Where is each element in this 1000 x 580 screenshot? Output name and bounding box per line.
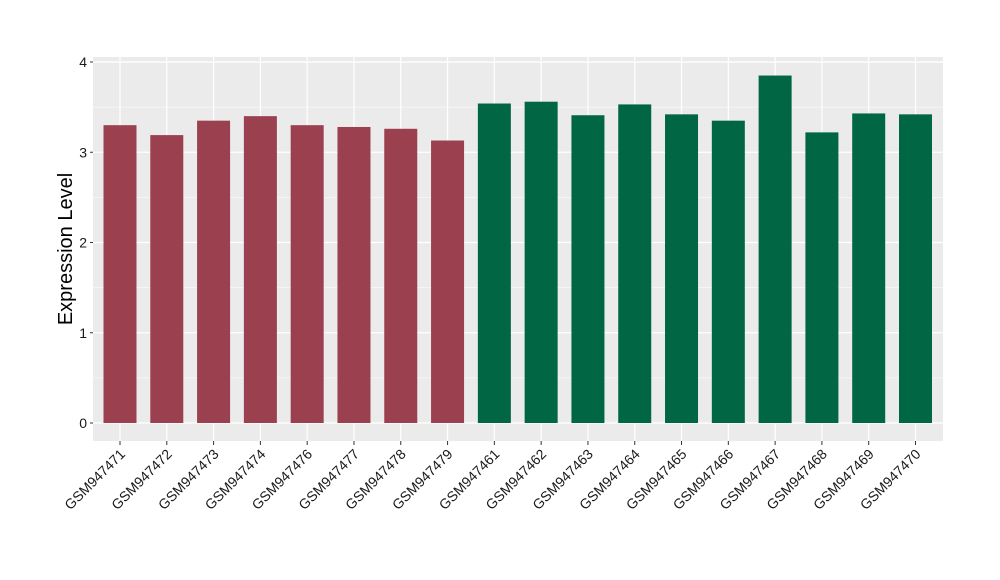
y-tick-label: 1 [79,325,87,341]
y-axis-title: Expression Level [55,173,77,325]
bar-GSM947479 [431,140,465,423]
plot-panel [93,57,943,441]
bar-GSM947472 [150,135,184,424]
y-axis: 0 1 2 3 4 [79,54,93,431]
bar-GSM947471 [103,125,137,424]
bar-GSM947474 [243,116,277,424]
y-tick-label: 3 [79,144,87,160]
bar-GSM947466 [711,120,745,423]
bar-GSM947477 [337,126,371,423]
bars [103,75,932,424]
bar-GSM947462 [524,101,558,424]
bar-GSM947467 [758,75,792,423]
y-tick-label: 0 [79,415,87,431]
x-axis: GSM947471GSM947472GSM947473GSM947474GSM9… [61,441,924,513]
bar-GSM947468 [805,132,839,423]
y-tick-label: 4 [79,54,87,70]
bar-GSM947463 [571,115,605,423]
bar-GSM947478 [384,128,418,423]
bar-GSM947464 [618,104,652,423]
bar-GSM947470 [899,114,932,423]
bar-GSM947465 [665,114,699,423]
bar-GSM947473 [197,120,231,423]
y-tick-label: 2 [79,235,87,251]
bar-GSM947469 [852,113,886,423]
bar-GSM947461 [477,103,511,423]
bar-GSM947476 [290,125,324,424]
